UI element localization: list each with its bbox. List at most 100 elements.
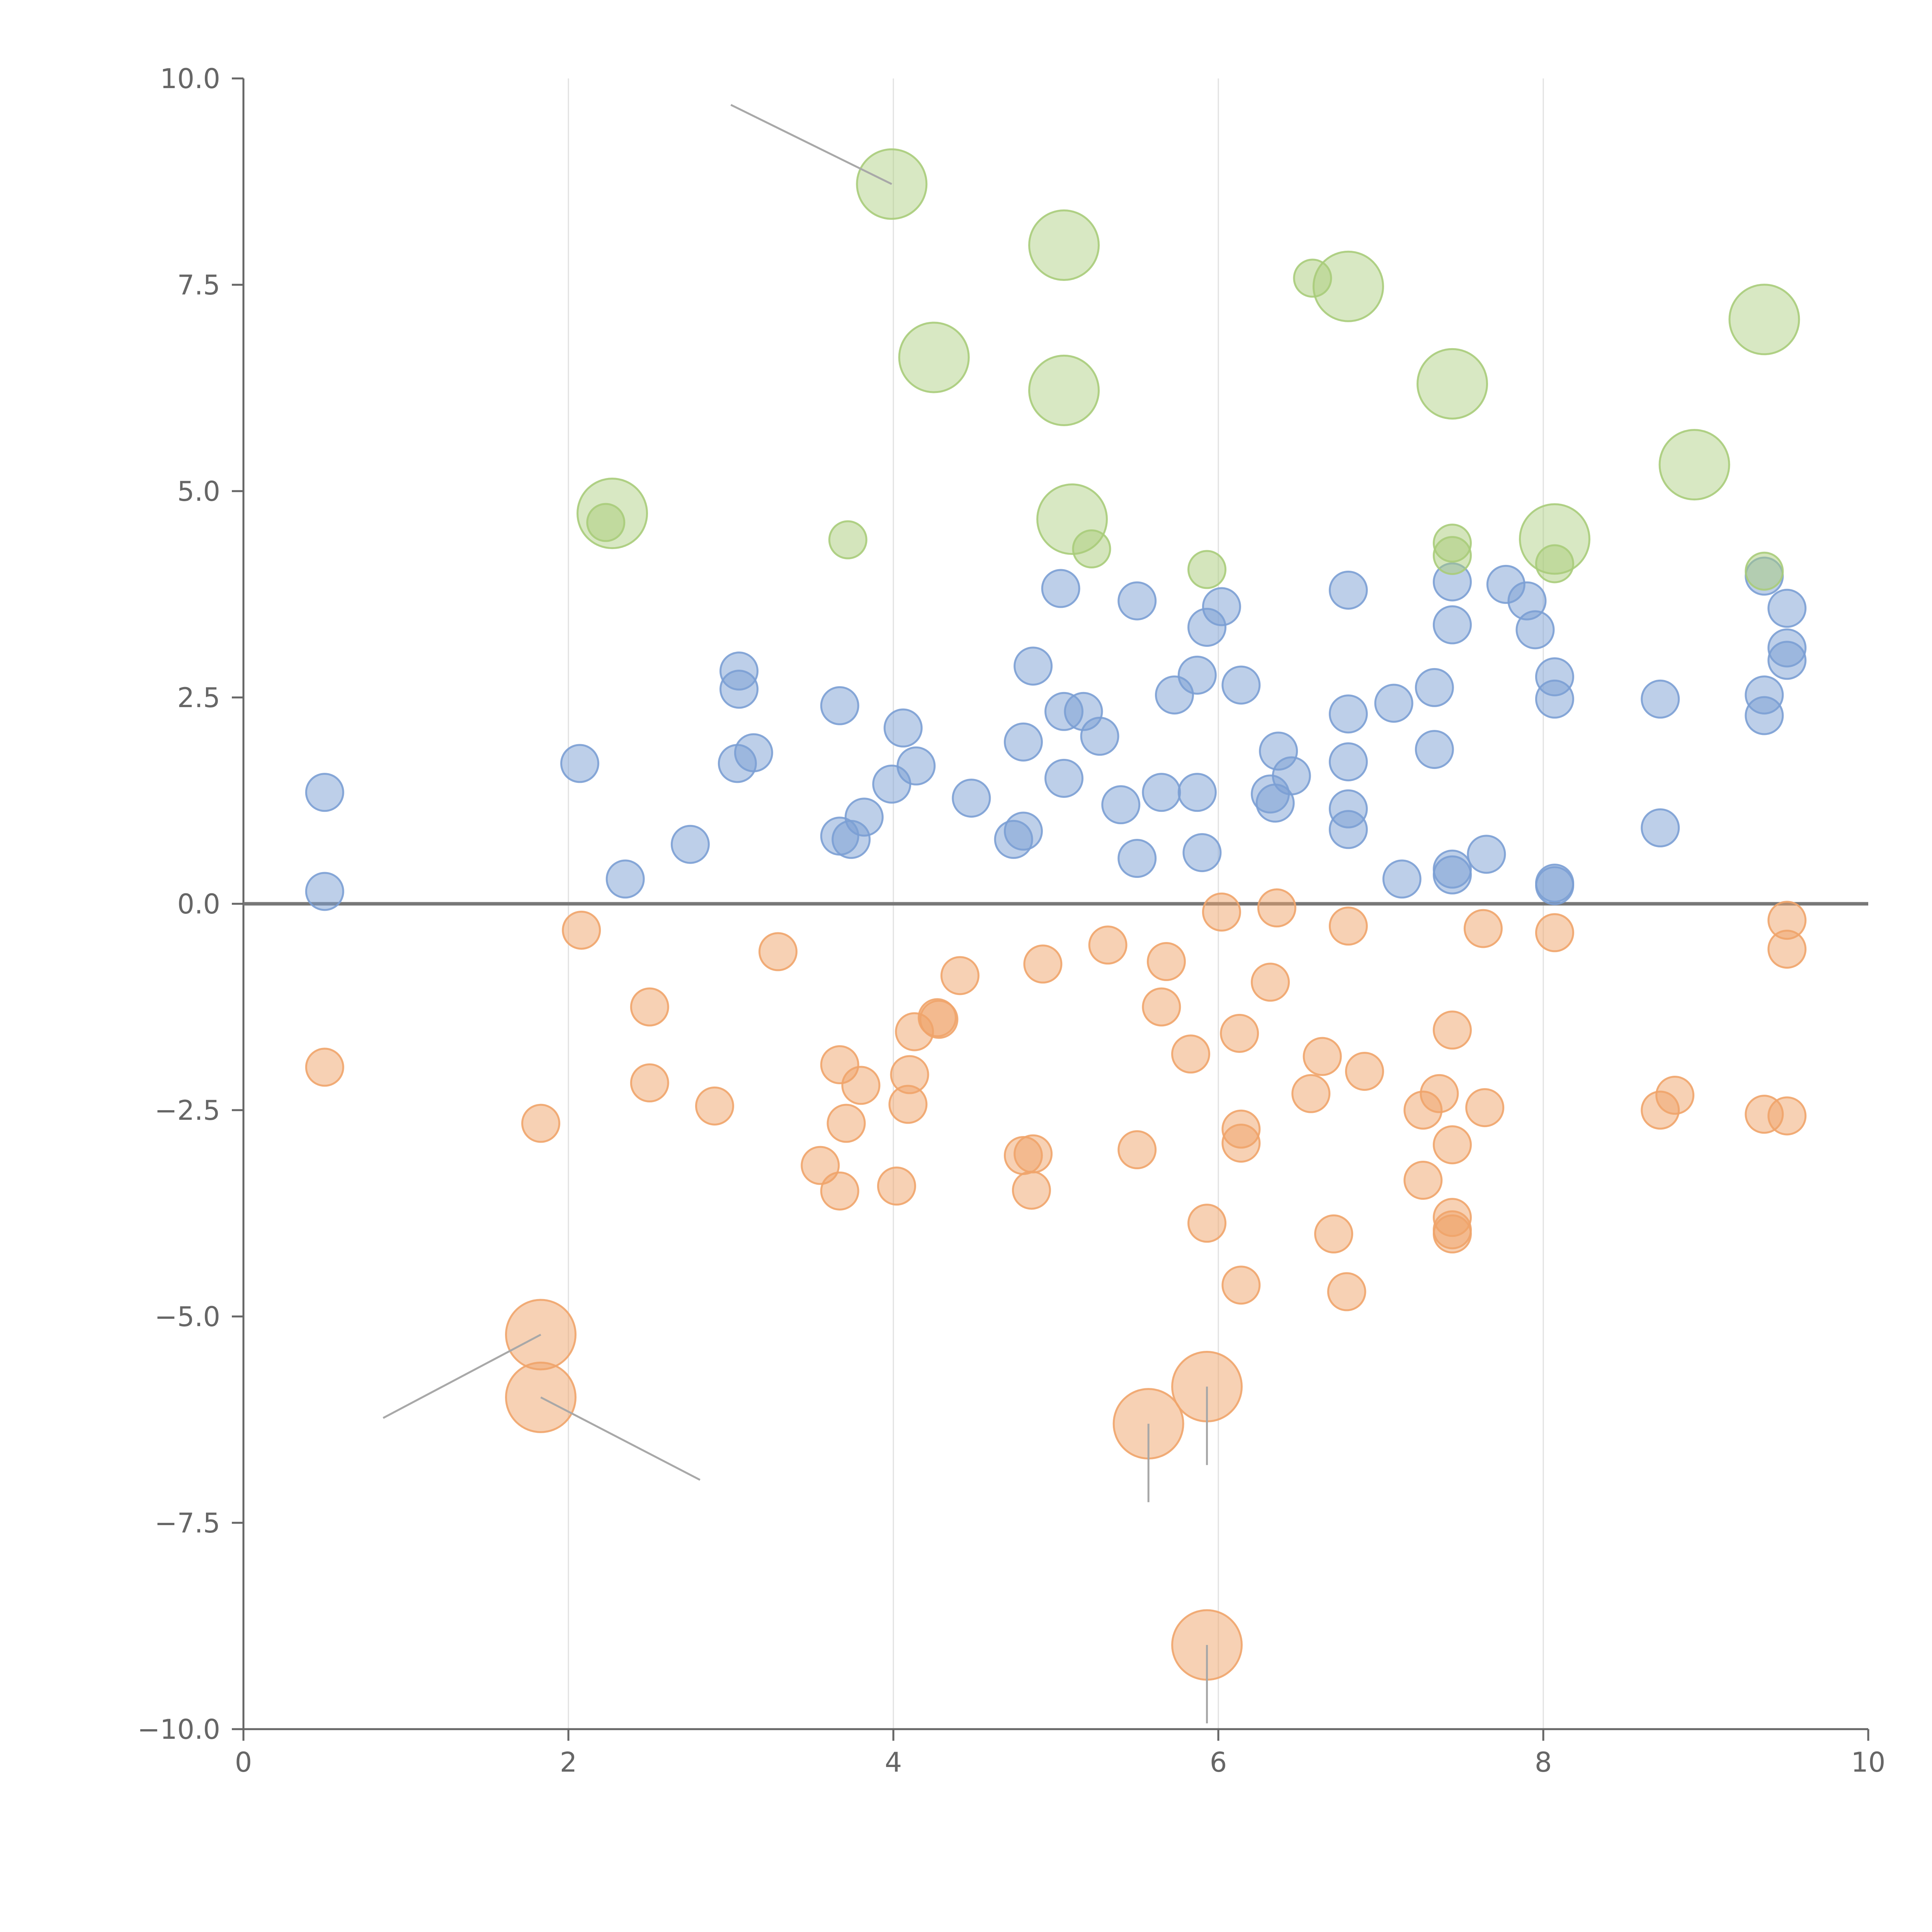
point-negative-27	[1171, 1034, 1211, 1074]
point-negative-38	[1314, 1214, 1354, 1253]
point-highlight-0	[586, 503, 626, 542]
large-highlight-point-2	[898, 321, 970, 393]
point-negative-46	[1433, 1125, 1472, 1165]
point-negative-54	[1655, 1076, 1695, 1115]
x-tick-label-5: 10	[1851, 1747, 1885, 1778]
point-positive-47	[1382, 859, 1422, 899]
tick-labels: 0 2 4 6 8 10 10.0 7.5 5.0 2.5 0.0 −2.5 −5.0 −7.5 −10.0	[137, 63, 1885, 1778]
point-positive-34	[1182, 833, 1222, 872]
point-negative-18	[940, 956, 980, 995]
point-positive-9	[820, 686, 859, 725]
y-tick-label-4: 0.0	[177, 888, 220, 920]
point-negative-44	[1420, 1074, 1459, 1113]
large-highlight-point-4	[1028, 354, 1100, 426]
point-positive-14	[883, 708, 923, 748]
point-negative-36	[1291, 1074, 1331, 1113]
point-positive-6	[719, 670, 759, 709]
leader-line-0	[383, 1333, 541, 1419]
point-negative-9	[820, 1171, 859, 1211]
point-negative-24	[1117, 1130, 1157, 1170]
point-negative-28	[1187, 1204, 1227, 1243]
point-highlight-6	[1433, 536, 1472, 575]
point-negative-11	[841, 1066, 881, 1105]
large-highlight-point-7	[1417, 348, 1488, 420]
point-negative-20	[1014, 1134, 1053, 1173]
point-positive-54	[1467, 835, 1506, 874]
point-positive-67	[1767, 588, 1807, 628]
point-negative-52	[1535, 913, 1574, 952]
point-negative-4	[630, 1063, 669, 1103]
point-positive-66	[1745, 696, 1784, 735]
x-tick-label-2: 4	[885, 1747, 902, 1778]
point-negative-0	[305, 1048, 344, 1087]
point-highlight-8	[1745, 551, 1784, 591]
point-positive-43	[1328, 742, 1368, 782]
point-negative-22	[1023, 944, 1063, 984]
point-positive-40	[1272, 756, 1311, 796]
point-highlight-1	[828, 520, 867, 560]
x-tick-label-1: 2	[560, 1747, 577, 1778]
x-tick-label-4: 8	[1535, 1747, 1552, 1778]
y-tick-label-1: 7.5	[177, 269, 220, 301]
point-negative-25	[1142, 987, 1181, 1027]
point-positive-36	[1221, 665, 1261, 705]
point-highlight-4	[1293, 259, 1332, 298]
y-tick-label-7: −7.5	[155, 1507, 220, 1539]
y-tick-label-6: −5.0	[155, 1301, 220, 1333]
point-negative-3	[630, 987, 669, 1027]
leader-line-5	[730, 104, 892, 185]
point-positive-18	[1003, 811, 1043, 851]
point-negative-17	[919, 1000, 959, 1039]
point-positive-28	[1117, 839, 1157, 878]
point-negative-58	[1767, 1096, 1807, 1136]
point-negative-32	[1221, 1123, 1261, 1163]
point-positive-26	[1101, 785, 1141, 825]
point-positive-41	[1328, 570, 1368, 610]
point-positive-42	[1328, 694, 1368, 734]
y-tick-label-3: 2.5	[177, 682, 220, 714]
point-positive-23	[1044, 759, 1084, 798]
point-negative-23	[1088, 925, 1128, 965]
point-positive-29	[1142, 773, 1181, 812]
point-positive-31	[1177, 655, 1217, 695]
point-negative-34	[1251, 963, 1290, 1002]
point-positive-25	[1080, 716, 1119, 756]
large-highlight-point-9	[1658, 429, 1730, 501]
point-negative-57	[1767, 929, 1807, 969]
point-positive-3	[605, 859, 645, 899]
point-negative-49	[1433, 1214, 1472, 1253]
point-negative-41	[1345, 1052, 1384, 1091]
point-positive-63	[1641, 808, 1680, 847]
point-negative-40	[1328, 906, 1368, 946]
point-negative-10	[827, 1104, 866, 1143]
point-negative-50	[1465, 1088, 1505, 1128]
point-negative-37	[1303, 1037, 1342, 1076]
point-positive-45	[1328, 810, 1368, 849]
point-negative-5	[695, 1086, 734, 1126]
point-positive-46	[1374, 684, 1413, 723]
point-negative-14	[890, 1055, 929, 1094]
point-positive-16	[952, 779, 991, 818]
point-positive-0	[305, 773, 344, 812]
point-positive-15	[896, 746, 936, 786]
point-positive-62	[1641, 679, 1680, 719]
leader-lines	[383, 104, 1208, 1724]
point-negative-45	[1433, 1010, 1472, 1050]
point-negative-6	[758, 932, 798, 971]
point-positive-57	[1515, 610, 1555, 650]
y-tick-label-2: 5.0	[177, 476, 220, 507]
point-positive-35	[1202, 587, 1241, 626]
point-positive-19	[1003, 722, 1043, 762]
point-negative-35	[1257, 888, 1296, 928]
y-tick-label-5: −2.5	[155, 1095, 220, 1126]
point-highlight-7	[1535, 544, 1574, 583]
point-positive-32	[1177, 773, 1217, 812]
point-positive-4	[670, 825, 710, 864]
point-negative-12	[877, 1167, 916, 1206]
large-highlight-point-3	[1028, 209, 1100, 281]
point-positive-12	[844, 798, 884, 837]
point-positive-51	[1433, 605, 1472, 645]
point-positive-21	[1041, 569, 1080, 608]
point-negative-30	[1220, 1014, 1259, 1053]
